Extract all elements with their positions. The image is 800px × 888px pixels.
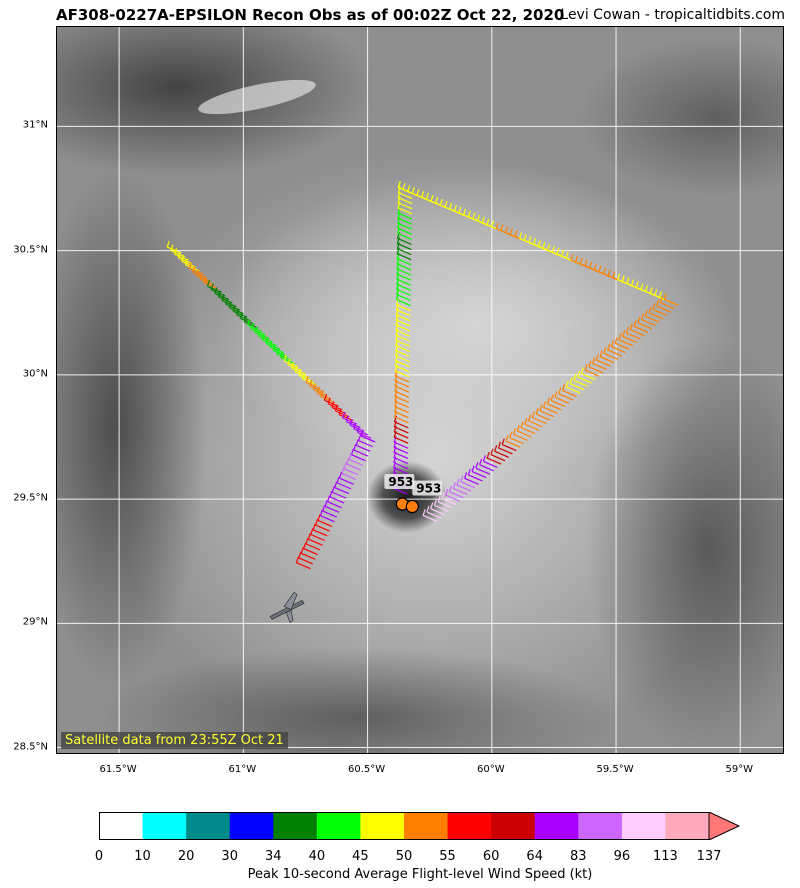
colorbar-segment <box>665 812 710 840</box>
colorbar-tick-label: 96 <box>613 849 631 864</box>
colorbar-tick-label: 30 <box>221 849 238 864</box>
flight-leg-barbs <box>422 293 679 522</box>
flight-leg-barbs <box>295 429 376 570</box>
lat-tick-label: 29°N <box>22 616 48 628</box>
colorbar-tick-label: 83 <box>570 849 587 864</box>
colorbar-segment <box>360 812 405 840</box>
colorbar-tick-label: 10 <box>134 849 151 864</box>
map-credit: Levi Cowan - tropicaltidbits.com <box>560 7 785 23</box>
colorbar-segment <box>447 812 492 840</box>
colorbar-segment <box>578 812 623 840</box>
colorbar-tick-label: 34 <box>265 849 282 864</box>
lon-tick-label: 61.5°W <box>99 764 137 775</box>
colorbar-tick-label: 64 <box>526 849 543 864</box>
colorbar-tick-label: 40 <box>308 849 326 864</box>
lon-tick-label: 60.5°W <box>348 764 386 775</box>
map-panel[interactable]: 953 953 Satellite data from 23:55Z Oct 21 <box>56 26 784 754</box>
colorbar-segment <box>316 812 361 840</box>
colorbar-tick-label: 55 <box>439 849 456 864</box>
colorbar-label: Peak 10-second Average Flight-level Wind… <box>247 867 593 882</box>
pressure-label: 953 <box>416 482 441 496</box>
colorbar-segment <box>621 812 666 840</box>
colorbar-extend-arrow <box>708 811 741 841</box>
colorbar-tick-label: 50 <box>395 849 413 864</box>
colorbar-segment <box>142 812 187 840</box>
lat-tick-label: 30.5°N <box>13 244 48 256</box>
wind-speed-colorbar <box>99 811 741 841</box>
satellite-map: 953 953 <box>57 27 783 753</box>
map-title: AF308-0227A-EPSILON Recon Obs as of 00:0… <box>56 6 565 24</box>
flight-leg-barbs <box>397 181 679 306</box>
satellite-timestamp: Satellite data from 23:55Z Oct 21 <box>61 732 288 749</box>
pressure-label: 953 <box>388 475 413 489</box>
lon-tick-label: 60°W <box>476 764 505 775</box>
lon-tick-label: 61°W <box>228 764 257 775</box>
colorbar-segment <box>99 812 144 840</box>
lon-tick-label: 59.5°W <box>596 764 634 775</box>
colorbar-segment <box>534 812 579 840</box>
colorbar-segment <box>229 812 274 840</box>
lat-tick-label: 29.5°N <box>13 492 48 504</box>
colorbar-segment <box>491 812 536 840</box>
colorbar-tick-label: 113 <box>653 849 678 864</box>
lat-tick-label: 31°N <box>22 119 48 131</box>
lat-tick-label: 30°N <box>22 368 48 380</box>
colorbar-tick-label: 0 <box>94 849 104 864</box>
colorbar-tick-label: 20 <box>177 849 195 864</box>
colorbar-tick-label: 137 <box>696 849 722 864</box>
flight-leg-barbs <box>166 240 376 443</box>
lat-tick-label: 28.5°N <box>13 741 48 753</box>
colorbar-tick-label: 45 <box>352 849 369 864</box>
colorbar-tick-label: 60 <box>482 849 500 864</box>
aircraft-icon <box>269 591 305 623</box>
center-fix-marker <box>405 499 419 514</box>
colorbar-segment <box>186 812 231 840</box>
lon-tick-label: 59°W <box>725 764 754 775</box>
colorbar-segment <box>404 812 449 840</box>
colorbar-segment <box>273 812 318 840</box>
